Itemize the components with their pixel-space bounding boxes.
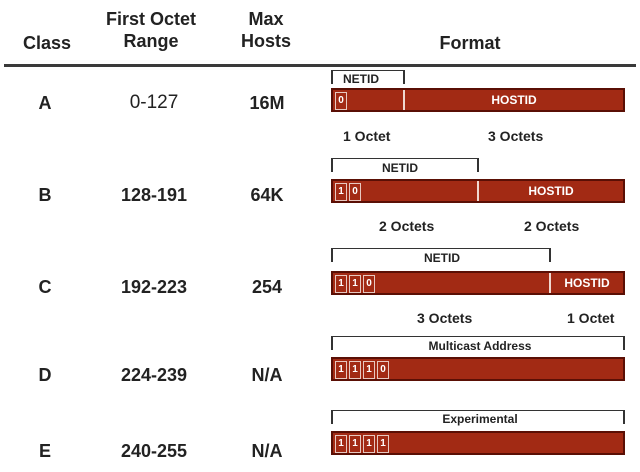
netid-label: NETID (382, 161, 418, 175)
max-hosts: 64K (250, 185, 284, 205)
address-format-bar: 1 1 1 0 (331, 357, 625, 381)
prefix-bit: 1 (363, 435, 375, 453)
max-hosts: N/A (251, 441, 283, 461)
header-class: Class (22, 33, 72, 53)
address-format-bar: 1 1 1 1 (331, 431, 625, 455)
hostid-label: HOSTID (491, 93, 537, 107)
address-format-bar: 1 1 0 HOSTID (331, 271, 625, 295)
netid-hostid-divider (549, 273, 551, 293)
first-octet-range: 240-255 (120, 441, 188, 461)
max-hosts: 16M (249, 93, 285, 113)
prefix-bit: 1 (349, 275, 361, 293)
prefix-bit: 0 (335, 92, 347, 110)
prefix-bit: 1 (363, 361, 375, 379)
class-letter: B (38, 185, 52, 205)
netid-hostid-divider (403, 90, 405, 110)
prefix-bit: 0 (349, 183, 361, 201)
header-rule (4, 64, 636, 67)
prefix-bit: 1 (349, 435, 361, 453)
max-hosts: N/A (251, 365, 283, 385)
netid-octets: 1 Octet (343, 128, 391, 144)
hostid-octets: 2 Octets (524, 218, 580, 234)
prefix-bit: 0 (377, 361, 389, 379)
prefix-bit: 1 (335, 435, 347, 453)
class-letter: D (38, 365, 52, 385)
netid-bracket (331, 70, 405, 84)
header-max-hosts: Max Hosts (240, 9, 291, 51)
first-octet-range: 192-223 (120, 277, 188, 297)
address-format-bar: 0 HOSTID (331, 88, 625, 112)
first-octet-range: 0-127 (129, 92, 179, 113)
max-hosts: 254 (251, 277, 283, 297)
header-first-octet-range: First Octet Range (105, 9, 197, 51)
prefix-bit: 1 (335, 361, 347, 379)
class-letter: C (38, 277, 52, 297)
experimental-bracket (331, 410, 625, 424)
prefix-bit: 0 (363, 275, 375, 293)
prefix-bit: 1 (335, 183, 347, 201)
netid-label: NETID (424, 251, 460, 265)
first-octet-range: 128-191 (120, 185, 188, 205)
netid-octets: 3 Octets (417, 310, 473, 326)
hostid-label: HOSTID (564, 276, 610, 290)
prefix-bit: 1 (377, 435, 389, 453)
netid-hostid-divider (477, 181, 479, 201)
netid-octets: 2 Octets (379, 218, 435, 234)
prefix-bit: 1 (349, 361, 361, 379)
prefix-bit: 1 (335, 275, 347, 293)
multicast-address-label: Multicast Address (428, 339, 532, 353)
hostid-label: HOSTID (528, 184, 574, 198)
address-format-bar: 1 0 HOSTID (331, 179, 625, 203)
netid-bracket (331, 158, 479, 172)
experimental-label: Experimental (442, 412, 518, 426)
netid-label: NETID (343, 72, 379, 86)
multicast-bracket (331, 336, 625, 350)
hostid-octets: 1 Octet (567, 310, 615, 326)
hostid-octets: 3 Octets (488, 128, 544, 144)
netid-bracket (331, 248, 551, 262)
header-format: Format (439, 33, 501, 53)
class-letter: A (38, 93, 52, 113)
class-letter: E (38, 441, 51, 461)
first-octet-range: 224-239 (120, 365, 188, 385)
